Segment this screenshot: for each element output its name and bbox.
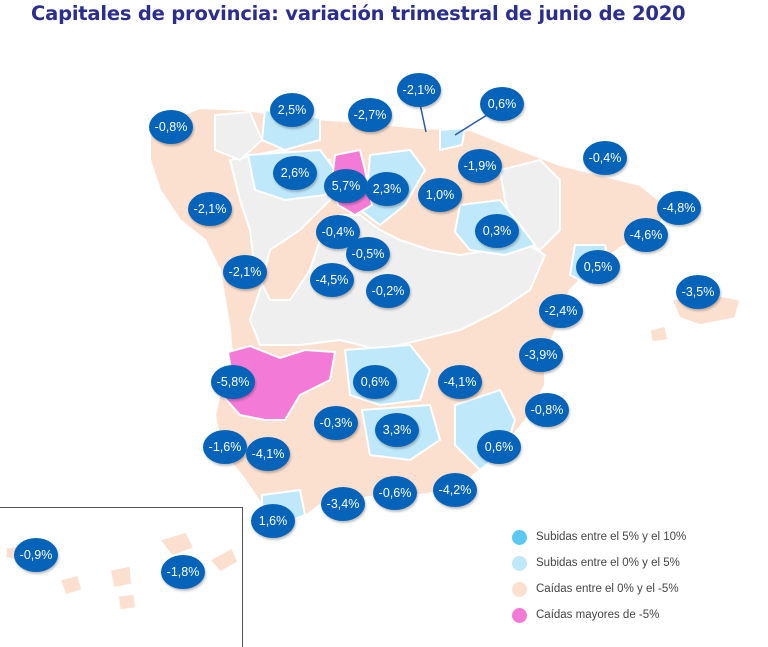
legend-label: Caídas entre el 0% y el -5%: [536, 583, 679, 595]
canary-inset-frame: [0, 507, 243, 647]
value-badge: 3,3%: [375, 413, 419, 447]
value-badge: 2,3%: [365, 172, 409, 206]
value-badge: -3,5%: [676, 275, 720, 309]
value-badge: -0,2%: [366, 274, 410, 308]
value-badge: -2,1%: [397, 73, 441, 107]
legend-swatch: [512, 581, 527, 597]
value-badge: -2,4%: [539, 294, 583, 328]
value-badge: 0,3%: [475, 214, 519, 248]
legend-item-down-over-5: Caídas mayores de -5%: [512, 602, 686, 628]
value-badge: 1,6%: [251, 504, 295, 538]
legend: Subidas entre el 5% y el 10% Subidas ent…: [512, 524, 687, 628]
value-badge: -2,1%: [223, 255, 267, 289]
value-badge: -3,9%: [519, 338, 563, 372]
value-badge: 1,0%: [418, 178, 462, 212]
legend-item-up-5-10: Subidas entre el 5% y el 10%: [512, 524, 687, 550]
value-badge: -4,6%: [624, 218, 668, 252]
leader-line-b: [454, 114, 488, 136]
leader-line-a: [419, 103, 427, 133]
value-badge: -4,8%: [657, 191, 701, 225]
value-badge: 2,6%: [273, 156, 317, 190]
legend-swatch: [512, 529, 527, 545]
value-badge: 0,6%: [477, 430, 521, 464]
legend-label: Subidas entre el 5% y el 10%: [536, 531, 687, 543]
value-badge: 5,7%: [324, 169, 368, 203]
value-badge: -0,8%: [525, 393, 569, 427]
value-badge: -3,4%: [321, 487, 365, 521]
value-badge: -5,8%: [211, 365, 255, 399]
value-badge: 2,5%: [270, 93, 314, 127]
value-badge: 0,6%: [353, 365, 397, 399]
value-badge: -2,1%: [188, 192, 232, 226]
value-badge: -0,8%: [149, 110, 193, 144]
value-badge: 0,5%: [576, 250, 620, 284]
value-badge: -4,5%: [310, 263, 354, 297]
value-badge: -0,3%: [314, 406, 358, 440]
legend-label: Caídas mayores de -5%: [536, 609, 660, 621]
value-badge: -4,1%: [246, 437, 290, 471]
value-badge: -0,4%: [583, 141, 627, 175]
legend-item-up-0-5: Subidas entre el 0% y el 5%: [512, 550, 686, 576]
legend-swatch: [512, 607, 527, 623]
value-badge: -0,5%: [346, 237, 390, 271]
value-badge: -4,1%: [438, 365, 482, 399]
value-badge: -0,9%: [14, 538, 58, 572]
map-title: Capitales de provincia: variación trimes…: [31, 2, 686, 25]
legend-label: Subidas entre el 0% y el 5%: [536, 557, 680, 569]
value-badge: -2,7%: [348, 98, 392, 132]
value-badge: -1,8%: [161, 555, 205, 589]
value-badge: -1,6%: [203, 430, 247, 464]
value-badge: -0,6%: [373, 476, 417, 510]
value-badge: -1,9%: [458, 149, 502, 183]
value-badge: 0,6%: [480, 87, 524, 121]
legend-item-down-0-5: Caídas entre el 0% y el -5%: [512, 576, 686, 602]
value-badge: -4,2%: [433, 473, 477, 507]
legend-swatch: [512, 555, 527, 571]
value-badge: -0,4%: [316, 215, 360, 249]
no-data-region-nw: [214, 110, 264, 162]
